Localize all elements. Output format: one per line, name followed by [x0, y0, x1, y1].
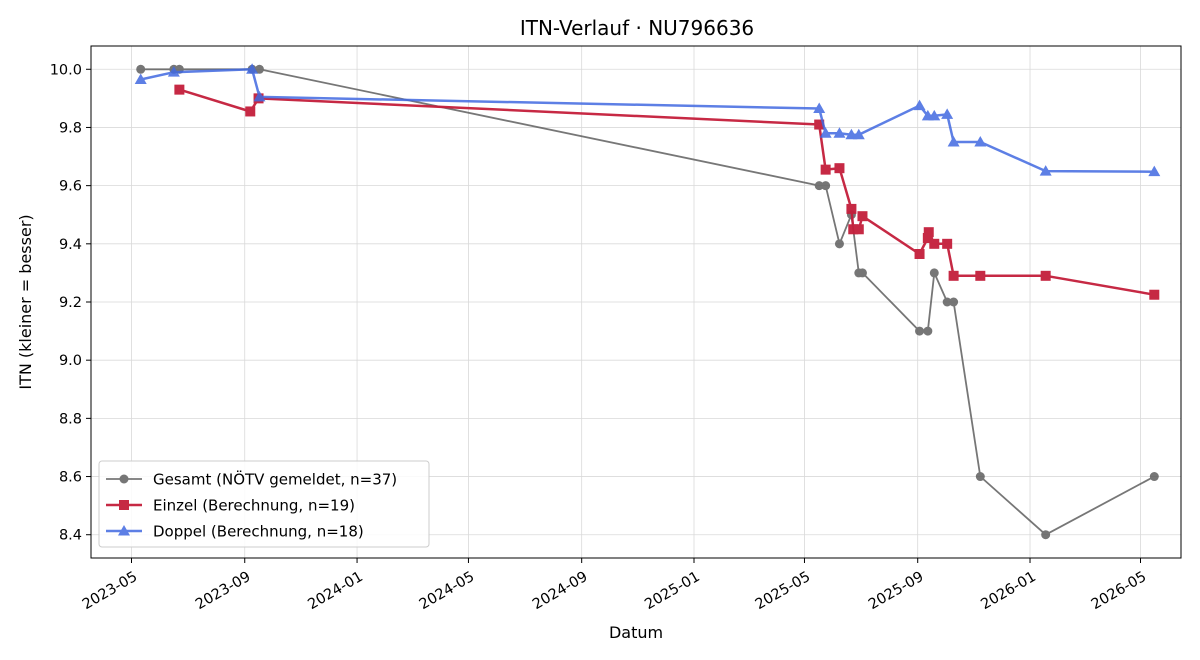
x-tick-label: 2026-01: [978, 569, 1038, 613]
y-tick-label: 9.0: [59, 353, 82, 369]
legend-marker: [119, 474, 129, 484]
y-tick-label: 8.4: [59, 528, 82, 544]
y-tick-label: 10.0: [50, 62, 82, 78]
y-tick-label: 9.8: [59, 120, 82, 136]
data-point: [929, 238, 940, 249]
x-tick-label: 2024-09: [530, 569, 590, 613]
data-point: [1149, 472, 1159, 482]
data-point: [975, 472, 985, 482]
y-tick-label: 9.2: [59, 295, 82, 311]
x-axis-label: Datum: [609, 623, 663, 642]
data-point: [974, 136, 987, 147]
data-point: [923, 227, 934, 238]
x-tick-label: 2025-05: [753, 569, 813, 613]
data-point: [857, 211, 868, 222]
data-point: [820, 164, 831, 175]
data-point: [819, 127, 832, 138]
data-point: [975, 270, 986, 281]
chart-title: ITN-Verlauf · NU796636: [520, 16, 754, 40]
data-point: [942, 297, 952, 307]
x-tick-label: 2024-01: [305, 569, 365, 613]
legend-box: [98, 460, 430, 548]
data-point: [1148, 165, 1161, 177]
y-tick-label: 8.8: [59, 411, 82, 427]
data-point: [253, 90, 266, 102]
y-tick-label: 9.4: [59, 237, 82, 253]
y-tick-label: 9.6: [59, 179, 82, 195]
data-point: [1041, 530, 1051, 540]
x-tick-label: 2023-05: [80, 569, 140, 613]
series-triangle: [134, 63, 1161, 177]
data-point: [246, 63, 259, 74]
x-tick-label: 2023-09: [193, 569, 253, 613]
data-point: [857, 268, 867, 278]
legend-label: Gesamt (NÖTV gemeldet, n=37): [153, 470, 397, 489]
data-point: [834, 239, 844, 249]
data-point: [853, 224, 864, 235]
data-point: [942, 238, 953, 249]
data-point: [254, 64, 264, 74]
legend-label: Einzel (Berechnung, n=19): [153, 497, 355, 515]
data-point: [813, 102, 826, 114]
data-point: [1039, 165, 1052, 176]
data-point: [814, 181, 824, 191]
data-point: [167, 66, 180, 77]
x-tick-label: 2024-05: [417, 569, 477, 613]
data-point: [947, 136, 960, 147]
data-point: [834, 163, 845, 174]
y-tick-label: 8.6: [59, 470, 82, 486]
data-point: [846, 203, 857, 214]
data-point: [928, 109, 941, 121]
legend: Gesamt (NÖTV gemeldet, n=37) Einzel (Bere…: [98, 460, 430, 548]
legend-marker: [118, 525, 130, 536]
legend-entry: [106, 525, 142, 536]
data-point: [913, 99, 926, 111]
data-point: [949, 297, 959, 307]
x-tick-label: 2025-09: [866, 569, 926, 613]
data-point: [1040, 270, 1051, 281]
data-point: [852, 128, 865, 140]
legend-entry: [106, 474, 142, 484]
series-layer: [134, 63, 1161, 540]
data-point: [833, 127, 846, 138]
data-point: [948, 270, 959, 281]
legend-entry: [106, 500, 142, 510]
data-point: [245, 106, 256, 117]
data-point: [922, 233, 933, 243]
series-line: [179, 88, 1155, 296]
data-point: [134, 73, 147, 84]
y-axis-label: ITN (kleiner = besser): [16, 214, 35, 389]
data-point: [929, 268, 939, 278]
legend-marker: [119, 500, 129, 510]
data-point: [848, 224, 859, 235]
data-point: [821, 181, 831, 191]
legend-label: Doppel (Berechnung, n=18): [153, 523, 364, 541]
x-tick-label: 2026-05: [1089, 569, 1149, 613]
data-point: [915, 326, 925, 336]
x-tick-label: 2025-01: [642, 569, 702, 613]
series-line: [140, 68, 1155, 173]
data-point: [923, 326, 933, 336]
data-point: [914, 249, 925, 259]
data-point: [174, 84, 185, 95]
series-square: [174, 84, 1160, 300]
data-point: [136, 64, 146, 74]
data-point: [941, 108, 954, 119]
data-point: [814, 119, 825, 130]
data-point: [1149, 289, 1160, 300]
